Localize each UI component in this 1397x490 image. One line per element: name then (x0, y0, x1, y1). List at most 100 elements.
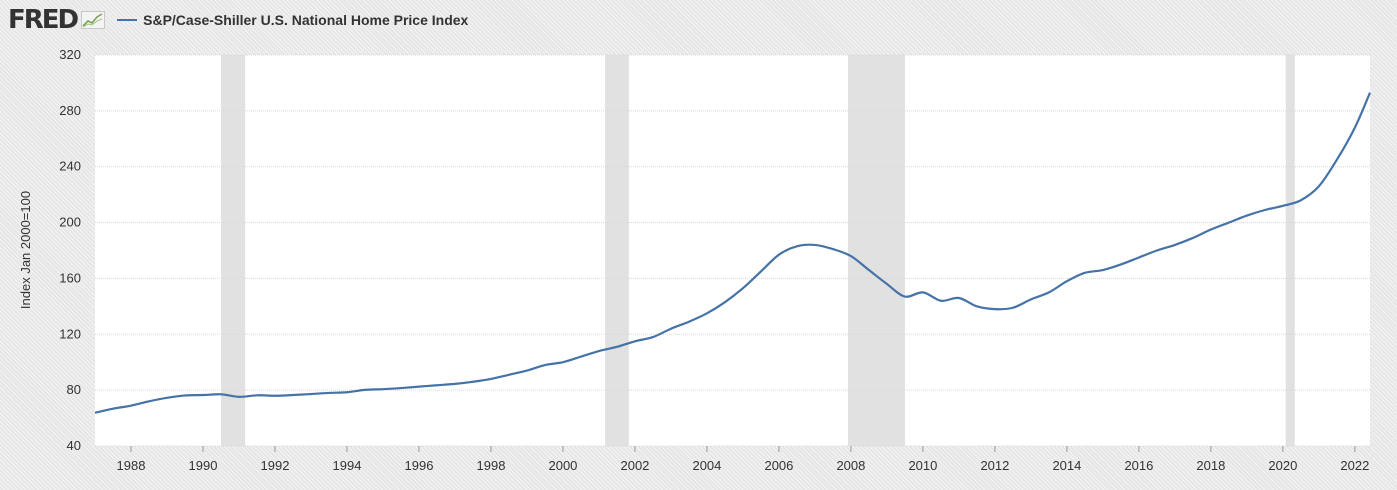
data-point-0-64 (1242, 211, 1252, 221)
data-point-0-43 (864, 265, 874, 275)
data-point-0-47 (936, 296, 946, 306)
data-point-0-24 (522, 366, 532, 376)
data-point-0-27 (576, 352, 586, 362)
data-point-0-4 (162, 393, 172, 403)
data-point-0-56 (1098, 265, 1108, 275)
data-point-0-21 (468, 377, 478, 387)
chart-legend[interactable]: S&P/Case-Shiller U.S. National Home Pric… (117, 12, 468, 28)
data-point-0-48 (954, 293, 964, 303)
data-point-0-54 (1062, 276, 1072, 286)
data-point-0-22 (486, 374, 496, 384)
data-point-0-2 (126, 401, 136, 411)
data-point-0-8 (234, 392, 244, 402)
x-tick-label-2012: 2012 (980, 458, 1009, 473)
x-tick-label-2020: 2020 (1268, 458, 1297, 473)
x-axis: 1988 1990 1992 1994 1996 1998 2000 2002 2004 2006… (117, 446, 1369, 473)
data-point-0-15 (360, 385, 370, 395)
fred-logo[interactable]: FRED (8, 5, 106, 35)
data-point-0-35 (720, 297, 730, 307)
data-point-0-13 (324, 388, 334, 398)
data-point-0-38 (774, 250, 784, 260)
data-point-0-58 (1134, 252, 1144, 262)
data-point-0-69 (1332, 155, 1342, 165)
data-point-0-67 (1296, 195, 1306, 205)
data-point-0-11 (288, 390, 298, 400)
y-tick-label-200: 200 (59, 215, 81, 230)
y-tick-label-160: 160 (59, 270, 81, 285)
data-point-0-42 (846, 251, 856, 261)
data-point-0-5 (180, 390, 190, 400)
data-point-0-33 (684, 317, 694, 327)
x-tick-label-2006: 2006 (764, 458, 793, 473)
recession-band-3 (1285, 55, 1295, 446)
data-point-0-34 (702, 308, 712, 318)
data-point-0-9 (252, 390, 262, 400)
y-axis: 40 80 120 160 200 240 280 320 (59, 47, 81, 453)
x-tick-label-2008: 2008 (836, 458, 865, 473)
y-axis-label: Index Jan 2000=100 (18, 191, 33, 309)
data-point-0-31 (648, 332, 658, 342)
data-point-0-23 (504, 370, 514, 380)
x-tick-label-1988: 1988 (117, 458, 146, 473)
x-tick-label-1990: 1990 (189, 458, 218, 473)
y-tick-label-320: 320 (59, 47, 81, 62)
gridlines (95, 54, 1370, 447)
data-point-0-61 (1188, 233, 1198, 243)
data-point-0-68 (1314, 181, 1324, 191)
data-point-0-3 (144, 396, 154, 406)
data-point-0-59 (1152, 246, 1162, 256)
x-tick-label-1996: 1996 (405, 458, 434, 473)
data-point-0-28 (594, 346, 604, 356)
data-point-0-10 (270, 391, 280, 401)
data-point-0-63 (1224, 218, 1234, 228)
data-point-0-29 (612, 342, 622, 352)
data-point-0-57 (1116, 259, 1126, 269)
data-point-0-26 (558, 357, 568, 367)
data-point-0-50 (990, 304, 1000, 314)
chart-header: FRED S&P/Case-Shiller U.S. National Home… (8, 4, 468, 36)
x-tick-label-2010: 2010 (908, 458, 937, 473)
data-point-0-17 (396, 383, 406, 393)
x-tick-label-2022: 2022 (1340, 458, 1369, 473)
data-point-0-37 (756, 266, 766, 276)
y-tick-label-80: 80 (67, 382, 81, 397)
legend-label: S&P/Case-Shiller U.S. National Home Pric… (143, 12, 469, 28)
plot-area (95, 55, 1370, 446)
data-point-0-41 (828, 244, 838, 254)
data-point-0-25 (540, 360, 550, 370)
data-point-0-39 (792, 241, 802, 251)
data-point-0-70 (1350, 123, 1360, 133)
data-point-0-36 (738, 283, 748, 293)
data-point-0-32 (666, 324, 676, 334)
data-point-0-52 (1026, 294, 1036, 304)
y-tick-label-280: 280 (59, 103, 81, 118)
recession-band-0 (220, 55, 246, 446)
x-tick-label-2014: 2014 (1052, 458, 1081, 473)
line-chart-icon (81, 11, 106, 29)
x-tick-label-1992: 1992 (261, 458, 290, 473)
recession-band-1 (605, 55, 629, 446)
data-point-0-0 (90, 408, 100, 418)
x-tick-label-2002: 2002 (620, 458, 649, 473)
data-point-0-18 (414, 382, 424, 392)
data-point-0-51 (1008, 303, 1018, 313)
data-point-0-60 (1170, 240, 1180, 250)
data-point-0-6 (198, 390, 208, 400)
data-point-0-45 (900, 292, 910, 302)
data-point-0-46 (918, 287, 928, 297)
data-point-0-44 (882, 279, 892, 289)
data-point-0-55 (1080, 268, 1090, 278)
x-tick-label-2000: 2000 (548, 458, 577, 473)
data-point-0-40 (810, 240, 820, 250)
data-point-0-62 (1206, 225, 1216, 235)
x-tick-label-2016: 2016 (1124, 458, 1153, 473)
y-tick-label-40: 40 (67, 438, 81, 453)
data-point-0-49 (972, 301, 982, 311)
data-point-0-20 (450, 379, 460, 389)
series-layer (90, 88, 1375, 418)
data-point-0-14 (342, 387, 352, 397)
data-point-0-7 (216, 389, 226, 399)
data-point-0-71 (1365, 88, 1375, 98)
fred-logo-text: FRED (8, 5, 79, 35)
